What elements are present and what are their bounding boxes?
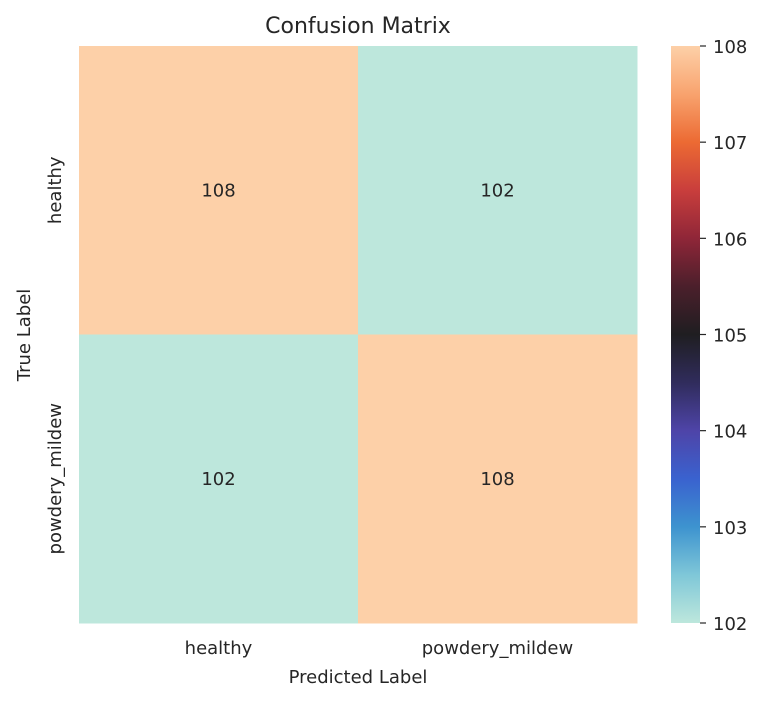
- y-axis-label: True Label: [14, 289, 35, 383]
- colorbar-tick-label: 105: [713, 326, 747, 347]
- colorbar-tick-label: 108: [713, 37, 747, 58]
- y-tick-labels: healthy powdery_mildew: [45, 156, 66, 554]
- heatmap-cell: [358, 46, 638, 335]
- heatmap-cell: [79, 46, 359, 335]
- colorbar-tick-labels: 102 103 104 105 106 107 108: [700, 37, 747, 635]
- heatmap-cell: [79, 334, 359, 624]
- cell-value-label: 102: [201, 469, 235, 490]
- colorbar-tick-label: 103: [713, 518, 747, 539]
- heatmap-cells: 108 102 102 108: [79, 46, 638, 624]
- x-axis-label: Predicted Label: [289, 667, 428, 688]
- heatmap-cell: [358, 334, 638, 624]
- cell-value-label: 108: [201, 180, 235, 201]
- x-tick-label: powdery_mildew: [422, 638, 573, 659]
- cell-value-label: 108: [480, 469, 514, 490]
- colorbar-tick-label: 102: [713, 614, 747, 635]
- y-tick-label: healthy: [45, 156, 66, 224]
- colorbar-tick-label: 104: [713, 422, 747, 443]
- x-tick-labels: healthy powdery_mildew: [185, 638, 574, 659]
- colorbar: [671, 46, 700, 623]
- y-tick-label: powdery_mildew: [45, 403, 66, 554]
- x-tick-label: healthy: [185, 638, 253, 659]
- chart-title: Confusion Matrix: [265, 14, 451, 39]
- cell-value-label: 102: [480, 180, 514, 201]
- colorbar-tick-label: 106: [713, 229, 747, 250]
- colorbar-tick-label: 107: [713, 133, 747, 154]
